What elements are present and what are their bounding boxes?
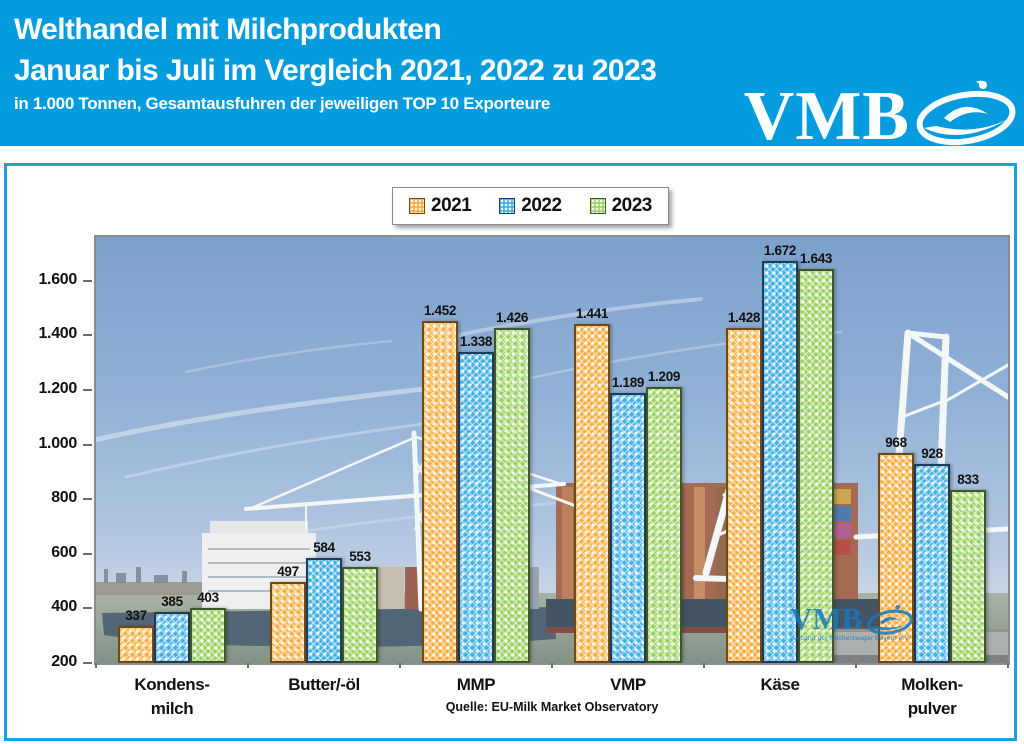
bar-value-label-2022-Käse: 1.672 [763,243,797,259]
bar-2023-Butter/-öl [342,566,378,663]
vmb-watermark-swoosh-icon [867,604,914,635]
bar-2021-Käse [726,327,762,663]
bar-2022-VMP [610,392,646,663]
y-tick-label-800: 800 [51,489,77,507]
legend-swatch-2022 [499,198,516,214]
y-tick-mark [83,662,92,664]
y-tick-mark [83,388,92,391]
y-tick-mark [83,498,92,501]
x-category-label-VMP: VMP [610,675,646,694]
vmb-watermark-text: VMB [790,601,863,636]
bar-2023-Käse [798,268,834,663]
y-tick-mark [83,607,92,610]
bar-2023-MMP [494,328,530,663]
bars-layer: 337 497 1.452 1.441 1.428 968 385 584 1.338 1.189… [96,237,1008,663]
vmb-logo: VMB [743,76,1018,155]
header-banner: Welthandel mit Milchprodukten Januar bis… [0,0,1024,155]
bar-2023-Molkenpulver [950,490,986,663]
harbor-photo-background [96,237,1008,663]
y-tick-label-1.000: 1.000 [38,434,77,452]
x-category-label-Kondensmilch: Kondens-milch [134,675,210,718]
bar-value-label-2023-Butter/-öl: 553 [349,548,371,564]
y-tick-label-1.200: 1.200 [38,379,77,397]
bar-2023-VMP [646,387,682,663]
x-tick-mark [551,663,553,668]
legend-label: 2023 [611,195,653,216]
bar-value-label-2023-Kondensmilch: 403 [197,589,219,605]
y-tick-label-200: 200 [51,653,77,670]
page-subtitle: in 1.000 Tonnen, Gesamtausfuhren der jew… [14,94,551,113]
bar-2022-MMP [458,352,494,663]
bar-2021-MMP [422,321,458,663]
bar-2021-Kondensmilch [118,625,154,663]
y-tick-mark [83,279,92,282]
bar-value-label-2023-Molkenpulver: 833 [957,472,979,488]
bar-value-label-2021-Molkenpulver: 968 [885,435,907,451]
bar-2022-Käse [762,261,798,663]
bar-value-label-2021-Kondensmilch: 337 [125,607,147,623]
bar-value-label-2021-Käse: 1.428 [727,309,761,325]
bar-value-label-2022-Butter/-öl: 584 [313,540,335,556]
legend-item-2023: 2023 [589,195,653,217]
y-tick-label-600: 600 [51,543,77,561]
x-tick-mark [1007,663,1009,668]
legend-swatch-2021 [409,198,425,214]
vmb-logo-text: VMB [743,78,910,155]
bar-value-label-2023-VMP: 1.209 [647,369,681,385]
x-tick-mark [703,663,705,668]
plot-area: 337 497 1.452 1.441 1.428 968 385 584 1.338 1.189… [94,235,1010,665]
bar-2023-Kondensmilch [190,607,226,663]
chart-legend: 2021 2022 2023 [392,187,669,225]
x-tick-mark [95,663,97,668]
bar-value-label-2023-Käse: 1.643 [799,250,833,266]
chart-panel: 2021 2022 2023 [4,163,1017,741]
legend-swatch-2023 [589,198,606,214]
legend-item-2021: 2021 [409,195,472,217]
y-tick-mark [83,443,92,446]
y-tick-label-1.400: 1.400 [38,325,77,343]
x-tick-mark [399,663,401,668]
bar-value-label-2022-Molkenpulver: 928 [921,446,943,462]
vmb-watermark-subtext: Verband der Milcherzeuger Bayern e.V. [790,635,911,642]
bar-2022-Butter/-öl [306,558,342,663]
legend-label: 2021 [431,195,472,216]
x-tick-mark [247,663,249,668]
legend-item-2022: 2022 [499,195,562,217]
y-tick-label-1.600: 1.600 [38,270,77,288]
bar-value-label-2022-MMP: 1.338 [459,334,493,350]
bar-2022-Molkenpulver [914,464,950,663]
legend-label: 2022 [521,195,562,216]
x-category-label-Molkenpulver: Molken-pulver [901,675,963,718]
bar-2021-VMP [574,324,610,663]
vmb-swoosh-icon [916,80,1016,146]
source-note: Quelle: EU-Milk Market Observatory [445,700,659,714]
page-title-line2: Januar bis Juli im Vergleich 2021, 2022 … [14,54,657,87]
bar-value-label-2023-MMP: 1.426 [495,310,529,326]
x-category-label-Käse: Käse [760,675,800,694]
bar-2021-Butter/-öl [270,581,306,663]
bar-value-label-2022-VMP: 1.189 [611,374,645,390]
bar-2022-Kondensmilch [154,612,190,663]
x-category-label-MMP: MMP [456,675,496,694]
bar-value-label-2021-MMP: 1.452 [423,303,457,319]
bar-value-label-2021-VMP: 1.441 [575,306,609,322]
bar-value-label-2021-Butter/-öl: 497 [277,563,299,579]
y-tick-mark [83,334,92,337]
x-tick-mark [855,663,857,668]
y-tick-mark [83,552,92,555]
page-title: Welthandel mit Milchprodukten [14,13,442,46]
vmb-watermark: VMB Verband der Milcherzeuger Bayern e.V… [790,603,990,643]
bar-value-label-2022-Kondensmilch: 385 [161,594,183,610]
y-tick-label-400: 400 [51,598,77,616]
x-category-label-Butter/-öl: Butter/-öl [288,675,360,694]
